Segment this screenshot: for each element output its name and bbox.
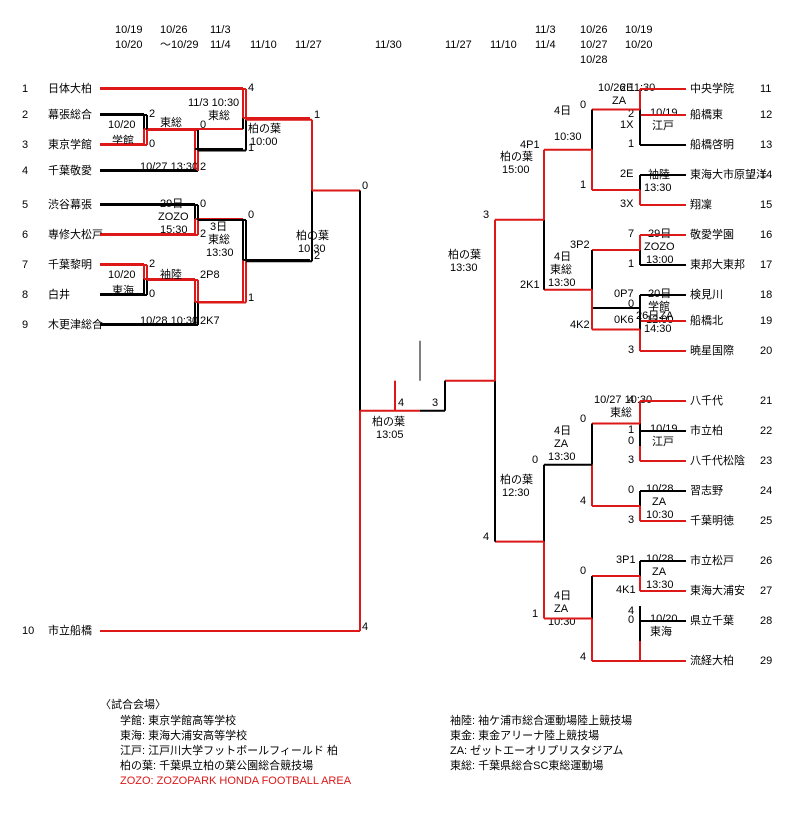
bracket-svg: [0, 0, 785, 819]
